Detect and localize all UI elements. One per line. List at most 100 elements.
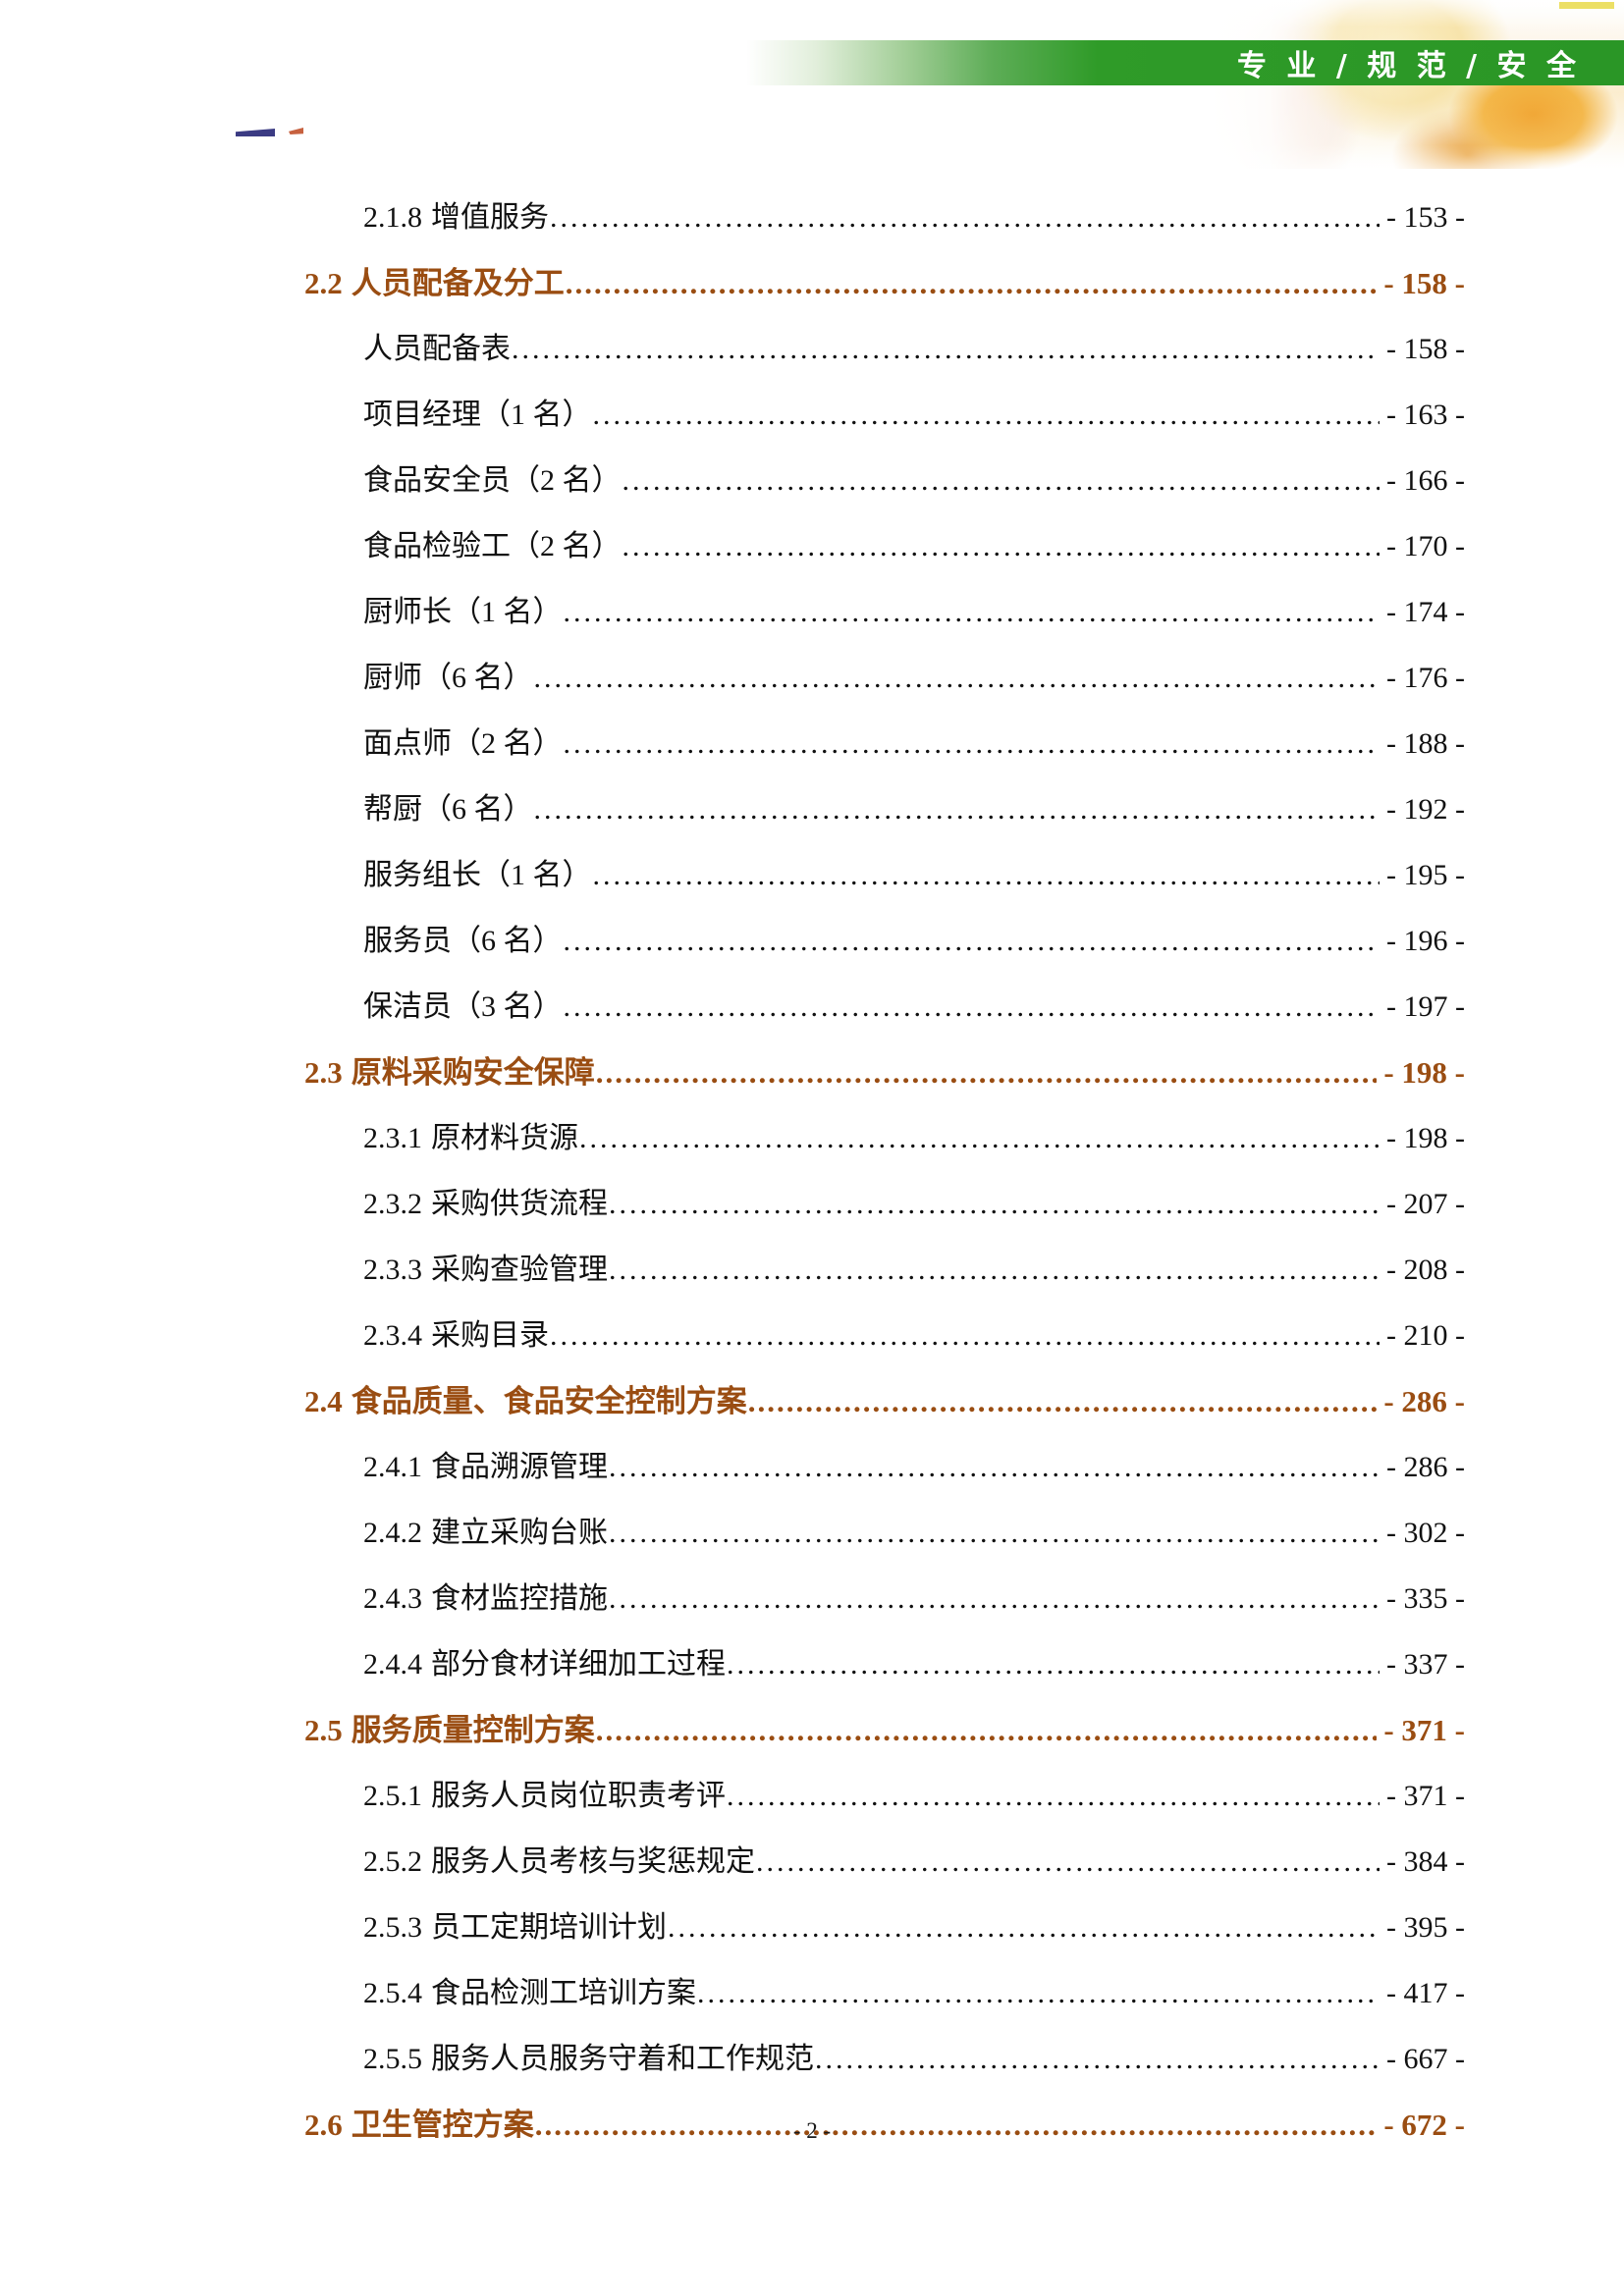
table-of-contents: 2.1.8 增值服务...............................… [0,192,1624,2165]
page-footer: - 2 - [0,2118,1624,2144]
toc-entry[interactable]: 2.5 服务质量控制方案.............................… [304,1705,1465,1771]
toc-dot-leader: ........................................… [550,1319,1380,1352]
toc-entry-label: 厨师（6 名） [363,653,533,696]
toc-entry-title: 食材监控措施 [431,1582,608,1615]
toc-dot-leader: ........................................… [756,1845,1380,1878]
toc-entry-title: 服务人员岗位职责考评 [431,1780,726,1812]
toc-entry-title: 服务员（6 名） [363,925,563,957]
toc-entry[interactable]: 2.3 原料采购安全保障.............................… [304,1047,1465,1113]
toc-entry-page-number: - 170 - [1386,530,1465,562]
toc-entry-label: 食品安全员（2 名） [363,455,622,499]
toc-entry[interactable]: 保洁员（3 名）................................… [363,982,1465,1047]
toc-entry-number: 2.3.4 [363,1319,422,1352]
toc-entry-page-number: - 667 - [1386,2043,1465,2075]
toc-entry[interactable]: 项目经理（1 名）...............................… [363,390,1465,455]
toc-entry[interactable]: 2.6 卫生管控方案...............................… [304,2100,1465,2165]
toc-entry[interactable]: 2.5.5 服务人员服务守着和工作规范......................… [363,2034,1465,2100]
toc-entry[interactable]: 2.5.3 员工定期培训计划...........................… [363,1902,1465,1968]
toc-entry-label: 食品检验工（2 名） [363,521,622,564]
toc-entry-number: 2.3.2 [363,1188,422,1220]
toc-entry-label: 2.5.3 员工定期培训计划 [363,1902,667,1946]
toc-entry[interactable]: 人员配备表...................................… [363,324,1465,390]
toc-entry-title: 项目经理（1 名） [363,399,592,431]
toc-entry-page-number: - 286 - [1383,1384,1465,1418]
toc-entry-page-number: - 210 - [1386,1319,1465,1352]
toc-dot-leader: ........................................… [565,266,1378,300]
toc-entry-label: 2.3 原料采购安全保障 [304,1047,595,1092]
toc-entry-page-number: - 163 - [1386,399,1465,431]
toc-entry-number: 2.4 [304,1384,343,1418]
toc-entry-label: 2.5.5 服务人员服务守着和工作规范 [363,2034,814,2077]
toc-entry-label: 2.4.2 建立采购台账 [363,1508,608,1551]
toc-entry-number: 2.5.1 [363,1780,422,1812]
toc-entry-page-number: - 197 - [1386,990,1465,1023]
toc-entry[interactable]: 厨师（6 名）.................................… [363,653,1465,719]
toc-entry[interactable]: 2.1.8 增值服务...............................… [363,192,1465,258]
toc-dot-leader: ........................................… [595,1713,1378,1747]
toc-entry-title: 人员配备及分工 [351,266,565,300]
toc-entry-label: 2.5.1 服务人员岗位职责考评 [363,1771,726,1814]
toc-entry[interactable]: 食品检验工（2 名）..............................… [363,521,1465,587]
toc-entry[interactable]: 2.4.1 食品溯源管理.............................… [363,1442,1465,1508]
toc-entry[interactable]: 2.5.1 服务人员岗位职责考评.........................… [363,1771,1465,1837]
photo-yellow-stripe [1559,2,1614,9]
toc-entry-page-number: - 198 - [1386,1122,1465,1154]
toc-entry-page-number: - 207 - [1386,1188,1465,1220]
toc-entry[interactable]: 2.3.2 采购供货流程.............................… [363,1179,1465,1245]
toc-entry-label: 2.2 人员配备及分工 [304,258,565,302]
toc-entry-page-number: - 158 - [1383,266,1465,300]
toc-entry-page-number: - 335 - [1386,1582,1465,1615]
green-slogan-ribbon: 专 业 / 规 范 / 安 全 [746,40,1624,85]
company-logo-fragment-icon [236,122,324,147]
logo-orange-accent-icon [289,128,303,134]
toc-entry-number: 2.4.3 [363,1582,422,1615]
toc-entry[interactable]: 2.2 人员配备及分工..............................… [304,258,1465,324]
toc-entry[interactable]: 服务组长（1 名）...............................… [363,850,1465,916]
toc-entry-page-number: - 371 - [1383,1713,1465,1747]
toc-entry-number: 2.4.1 [363,1451,422,1483]
toc-entry-number: 2.3 [304,1055,343,1090]
toc-entry[interactable]: 2.3.3 采购查验管理.............................… [363,1245,1465,1310]
toc-entry-label: 2.3.4 采购目录 [363,1310,549,1354]
toc-entry-number: 2.4.2 [363,1517,422,1549]
toc-dot-leader: ........................................… [668,1911,1380,1944]
toc-entry-page-number: - 672 - [1383,2108,1465,2142]
toc-dot-leader: ........................................… [609,1517,1380,1549]
toc-entry[interactable]: 帮厨（6 名）.................................… [363,784,1465,850]
toc-entry-title: 服务组长（1 名） [363,859,592,891]
toc-entry-page-number: - 158 - [1386,333,1465,365]
toc-entry[interactable]: 2.4.4 部分食材详细加工过程.........................… [363,1639,1465,1705]
toc-entry-label: 项目经理（1 名） [363,390,592,433]
toc-dot-leader: ........................................… [609,1188,1380,1220]
toc-entry[interactable]: 2.5.2 服务人员考核与奖惩规定........................… [363,1837,1465,1902]
toc-entry[interactable]: 2.3.4 采购目录...............................… [363,1310,1465,1376]
toc-entry[interactable]: 面点师（2 名）................................… [363,719,1465,784]
toc-entry-title: 服务人员考核与奖惩规定 [431,1845,755,1878]
toc-entry-page-number: - 176 - [1386,662,1465,694]
toc-entry[interactable]: 食品安全员（2 名）..............................… [363,455,1465,521]
toc-entry-label: 2.3.1 原材料货源 [363,1113,578,1156]
page-header-banner: 专 业 / 规 范 / 安 全 [0,0,1624,169]
toc-entry-title: 增值服务 [431,201,549,234]
toc-entry[interactable]: 服务员（6 名）................................… [363,916,1465,982]
toc-entry-label: 厨师长（1 名） [363,587,563,630]
toc-entry-number: 2.3.3 [363,1254,422,1286]
toc-dot-leader: ........................................… [622,530,1380,562]
slogan-text: 专 业 / 规 范 / 安 全 [1236,49,1581,83]
toc-entry[interactable]: 2.3.1 原材料货源..............................… [363,1113,1465,1179]
toc-dot-leader: ........................................… [533,662,1380,694]
toc-entry-title: 员工定期培训计划 [431,1911,667,1944]
toc-entry[interactable]: 厨师长（1 名）................................… [363,587,1465,653]
toc-entry[interactable]: 2.4.2 建立采购台账.............................… [363,1508,1465,1574]
toc-dot-leader: ........................................… [727,1648,1380,1681]
toc-entry[interactable]: 2.4.3 食材监控措施.............................… [363,1574,1465,1639]
toc-dot-leader: ........................................… [550,201,1380,234]
toc-entry-title: 部分食材详细加工过程 [431,1648,726,1681]
toc-entry-page-number: - 153 - [1386,201,1465,234]
toc-entry[interactable]: 2.5.4 食品检测工培训方案..........................… [363,1968,1465,2034]
toc-dot-leader: ........................................… [563,990,1380,1023]
toc-entry-page-number: - 417 - [1386,1977,1465,2009]
toc-entry-number: 2.5 [304,1713,343,1747]
toc-entry[interactable]: 2.4 食品质量、食品安全控制方案........................… [304,1376,1465,1442]
toc-entry-page-number: - 195 - [1386,859,1465,891]
